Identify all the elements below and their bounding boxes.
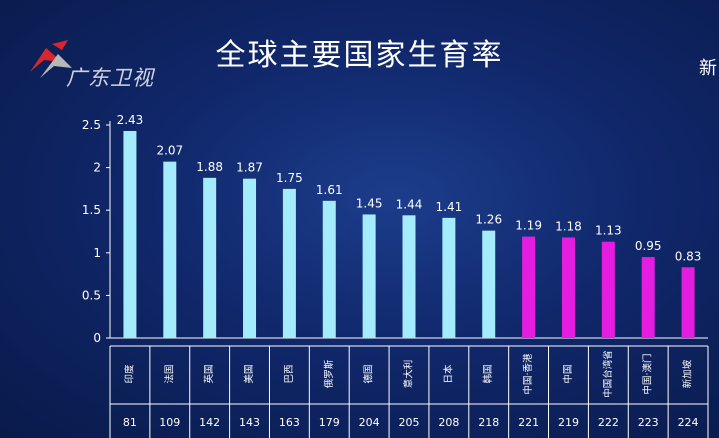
rank-label: 179 xyxy=(319,416,340,429)
category-label: 法国 xyxy=(163,364,175,383)
category-label: 美国 xyxy=(243,364,255,383)
category-label: 俄罗斯 xyxy=(323,359,335,388)
value-label: 2.07 xyxy=(156,144,183,158)
bar xyxy=(442,217,456,338)
y-tick-label: 1 xyxy=(93,246,101,260)
bar xyxy=(482,230,496,338)
tv-logo-text: 广东卫视 xyxy=(66,66,154,90)
rank-label: 218 xyxy=(478,416,499,429)
value-label: 1.18 xyxy=(555,219,582,233)
category-label: 新加坡 xyxy=(682,359,694,388)
bar xyxy=(362,214,376,338)
value-label: 1.41 xyxy=(436,200,463,214)
y-tick-label: 0 xyxy=(93,331,101,345)
value-label: 1.45 xyxy=(356,196,383,210)
value-label: 0.95 xyxy=(635,239,662,253)
rank-label: 81 xyxy=(123,416,137,429)
bar xyxy=(282,188,296,338)
bar xyxy=(243,178,257,338)
rank-label: 143 xyxy=(239,416,260,429)
rank-label: 109 xyxy=(159,416,180,429)
bar xyxy=(163,161,177,338)
category-label: 印度 xyxy=(123,364,135,384)
y-tick-label: 2.5 xyxy=(82,118,101,132)
bar xyxy=(681,267,695,338)
bar xyxy=(402,215,416,338)
rank-label: 208 xyxy=(438,416,459,429)
category-label: 巴西 xyxy=(284,364,295,383)
value-label: 2.43 xyxy=(117,113,144,127)
rank-label: 219 xyxy=(558,416,579,429)
tv-logo-icon xyxy=(30,40,72,78)
value-label: 1.75 xyxy=(276,171,303,185)
value-label: 0.83 xyxy=(675,249,702,263)
value-label: 1.87 xyxy=(236,161,263,175)
rank-label: 222 xyxy=(598,416,619,429)
value-label: 1.26 xyxy=(475,213,502,227)
category-label: 中国台湾省 xyxy=(602,350,614,398)
bar xyxy=(322,200,336,338)
y-tick-label: 1.5 xyxy=(82,203,101,217)
category-label: 日本 xyxy=(442,364,454,384)
value-label: 1.44 xyxy=(396,197,423,211)
rank-label: 204 xyxy=(359,416,380,429)
category-label: 中国·香港 xyxy=(522,353,534,395)
bar xyxy=(641,257,655,338)
y-tick-label: 2 xyxy=(93,161,101,175)
bar xyxy=(561,237,575,338)
y-tick-label: 0.5 xyxy=(82,288,101,302)
rank-label: 142 xyxy=(199,416,220,429)
value-label: 1.88 xyxy=(196,160,223,174)
rank-label: 223 xyxy=(638,416,659,429)
category-label: 德国 xyxy=(363,364,375,383)
rank-label: 221 xyxy=(518,416,539,429)
value-label: 1.19 xyxy=(515,219,542,233)
rank-label: 163 xyxy=(279,416,300,429)
category-label: 中国 xyxy=(562,364,574,383)
value-label: 1.13 xyxy=(595,224,622,238)
rank-label: 205 xyxy=(399,416,420,429)
category-label: 中国·澳门 xyxy=(642,353,654,394)
rank-label: 224 xyxy=(678,416,699,429)
bar xyxy=(601,241,615,338)
category-label: 意大利 xyxy=(403,360,415,389)
bar xyxy=(123,130,137,338)
bar xyxy=(522,236,536,338)
edge-glyph: 新 xyxy=(699,58,717,79)
category-label: 韩国 xyxy=(482,364,494,383)
chart-title: 全球主要国家生育率 xyxy=(215,38,504,73)
category-label: 英国 xyxy=(203,364,215,383)
value-label: 1.61 xyxy=(316,183,343,197)
bar xyxy=(203,177,217,338)
